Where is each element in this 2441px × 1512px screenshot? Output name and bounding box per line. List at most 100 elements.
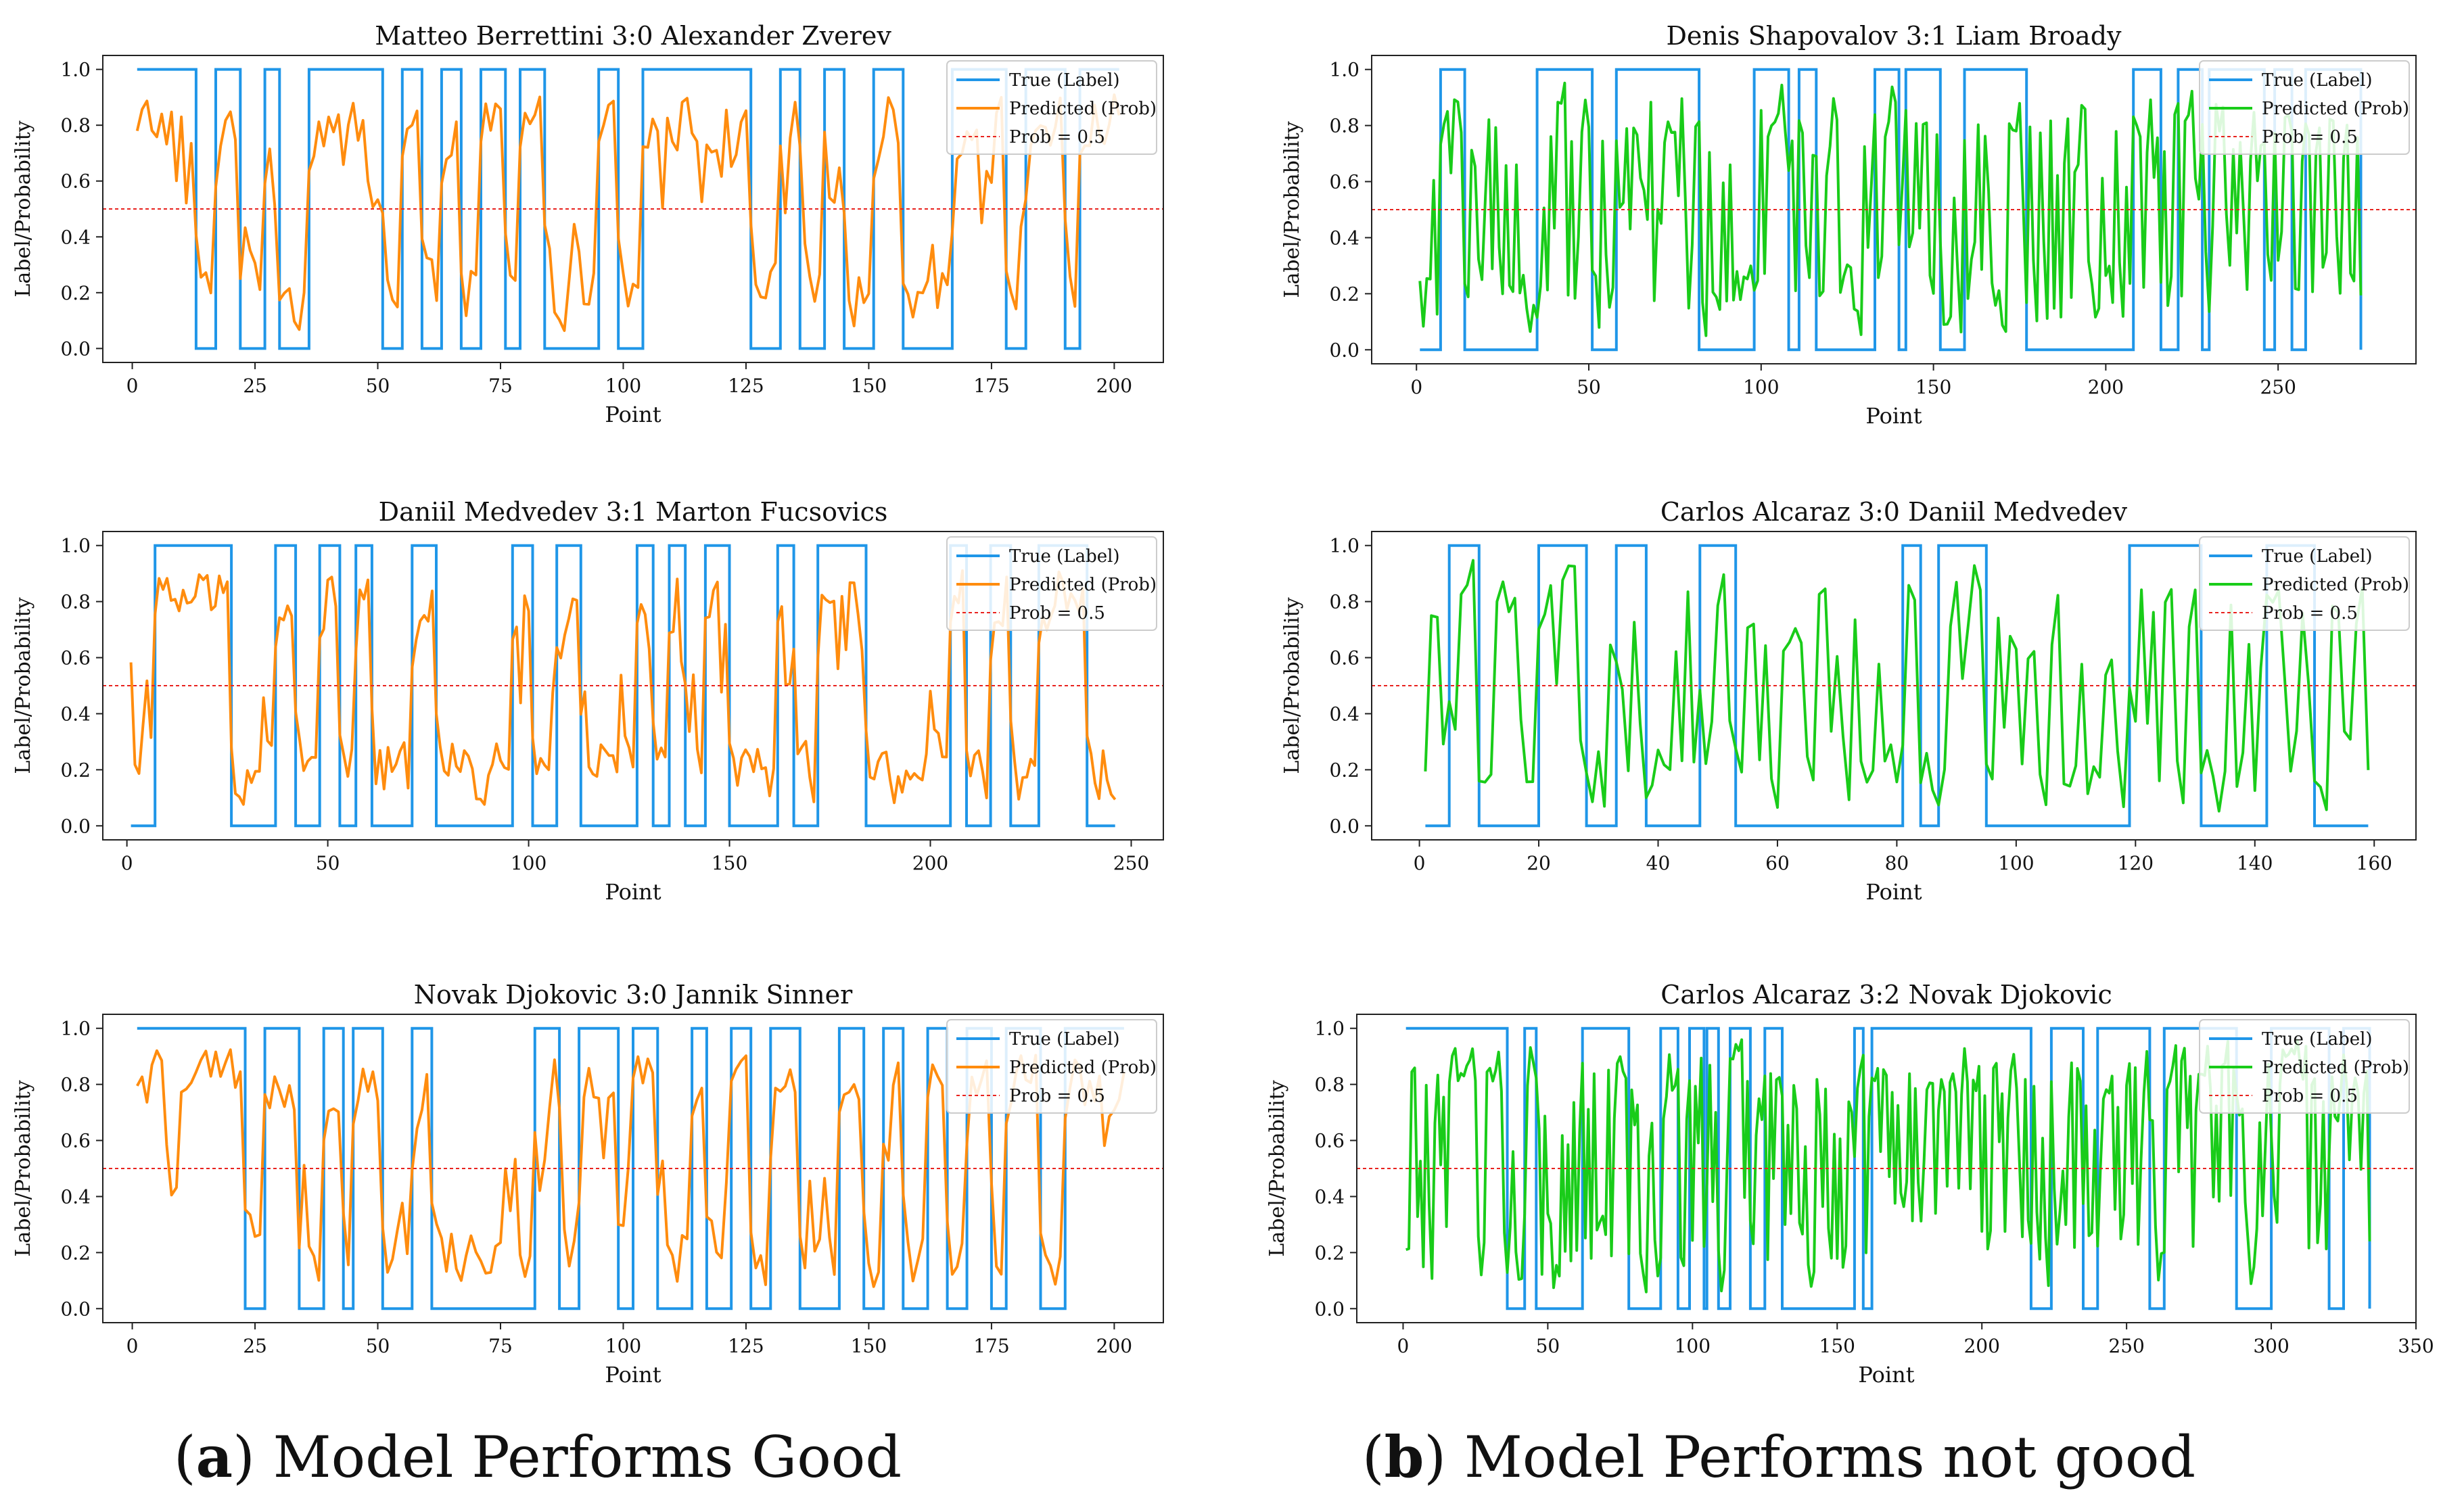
x-tick-label: 100: [1998, 852, 2034, 874]
x-tick-label: 150: [1819, 1335, 1855, 1357]
x-tick-label: 160: [2356, 852, 2392, 874]
x-tick-label: 250: [1113, 852, 1149, 874]
plot-frame: [102, 1014, 1164, 1323]
x-axis-label: Point: [605, 402, 661, 427]
x-tick-label: 50: [1536, 1335, 1560, 1357]
x-tick-label: 50: [366, 1335, 390, 1357]
y-tick-label: 1.0: [1329, 535, 1359, 557]
x-tick-label: 40: [1646, 852, 1671, 874]
legend: True (Label) Predicted (Prob) Prob = 0.5: [2199, 60, 2410, 155]
legend-entry: True (Label): [2262, 546, 2373, 567]
plot-frame: [102, 55, 1164, 363]
legend-entry: True (Label): [1009, 1029, 1120, 1049]
x-tick-label: 100: [511, 852, 547, 874]
x-tick-label: 200: [1963, 1335, 1999, 1357]
series-true-label: [137, 68, 1119, 350]
y-tick-label: 0.2: [1329, 759, 1359, 781]
y-tick-label: 1.0: [60, 535, 91, 557]
x-tick-label: 50: [316, 852, 340, 874]
series-predicted-prob: [1418, 81, 2363, 337]
chart-panel-b-bot: Carlos Alcaraz 3:2 Novak Djokovic 0 50 100 1…: [1265, 980, 2434, 1388]
legend: True (Label) Predicted (Prob) Prob = 0.5: [2199, 1019, 2410, 1114]
chart-title: Novak Djokovic 3:0 Jannik Sinner: [414, 980, 853, 1010]
y-tick-label: 0.0: [1329, 815, 1359, 837]
legend-box: [946, 60, 1157, 155]
legend-entry: Prob = 0.5: [2262, 127, 2358, 147]
plot-frame: [1371, 531, 2417, 841]
x-tick-label: 200: [1096, 1335, 1132, 1357]
y-tick-label: 0.2: [1329, 283, 1359, 305]
legend-entry: Prob = 0.5: [1009, 603, 1105, 623]
x-tick-label: 150: [851, 375, 887, 397]
legend-entry: Prob = 0.5: [2262, 1086, 2358, 1106]
x-tick-label: 200: [912, 852, 948, 874]
x-tick-label: 50: [1577, 376, 1601, 398]
x-tick-label: 100: [605, 375, 641, 397]
y-tick-label: 1.0: [60, 1018, 91, 1040]
x-axis-label: Point: [1865, 879, 1922, 905]
legend-entry: True (Label): [2262, 1029, 2373, 1049]
y-tick-label: 0.8: [1314, 1074, 1345, 1096]
caption-b: (b) Model Performs not good: [1362, 1423, 2196, 1490]
y-tick-label: 0.0: [60, 815, 91, 837]
y-tick-label: 0.2: [1314, 1242, 1345, 1264]
caption-b-letter: b: [1384, 1423, 1424, 1490]
y-tick-label: 0.4: [60, 703, 91, 725]
y-tick-label: 0.0: [60, 1298, 91, 1320]
legend-entry: True (Label): [2262, 70, 2373, 91]
y-tick-label: 0.2: [60, 282, 91, 304]
y-tick-label: 0.4: [1329, 703, 1359, 725]
legend: True (Label) Predicted (Prob) Prob = 0.5: [2199, 536, 2410, 631]
y-tick-label: 0.0: [1329, 339, 1359, 361]
x-tick-label: 60: [1765, 852, 1790, 874]
y-tick-label: 1.0: [60, 59, 91, 81]
x-tick-label: 300: [2253, 1335, 2289, 1357]
x-tick-label: 0: [1410, 376, 1422, 398]
y-tick-label: 0.4: [1314, 1185, 1345, 1208]
chart-panel-a-bot: Novak Djokovic 3:0 Jannik Sinner 0 25 50 75 1…: [11, 980, 1164, 1388]
plot-frame: [102, 531, 1164, 841]
legend-box: [2199, 60, 2410, 155]
x-tick-label: 25: [243, 375, 267, 397]
chart-title: Daniil Medvedev 3:1 Marton Fucsovics: [379, 497, 888, 527]
x-tick-label: 125: [728, 1335, 764, 1357]
legend-entry: Predicted (Prob): [2262, 575, 2409, 595]
chart-title: Carlos Alcaraz 3:2 Novak Djokovic: [1660, 980, 2112, 1010]
legend-entry: Predicted (Prob): [1009, 99, 1157, 119]
legend-box: [946, 536, 1157, 631]
x-tick-label: 175: [973, 375, 1009, 397]
series-predicted-prob: [136, 1048, 1125, 1288]
x-tick-label: 125: [728, 375, 764, 397]
x-axis-label: Point: [1858, 1362, 1914, 1388]
y-axis-label: Label/Probability: [11, 597, 35, 774]
x-tick-label: 250: [2108, 1335, 2144, 1357]
series-true-label: [1425, 544, 2369, 828]
x-tick-label: 75: [488, 375, 513, 397]
caption-b-text: Model Performs not good: [1446, 1424, 2196, 1490]
x-tick-label: 50: [366, 375, 390, 397]
x-tick-label: 150: [1915, 376, 1951, 398]
y-tick-label: 0.6: [1329, 647, 1359, 669]
x-tick-label: 75: [488, 1335, 513, 1357]
x-tick-label: 0: [1414, 852, 1426, 874]
x-axis-label: Point: [605, 1362, 661, 1388]
x-tick-label: 350: [2398, 1335, 2434, 1357]
x-tick-label: 250: [2260, 376, 2296, 398]
x-tick-label: 140: [2237, 852, 2273, 874]
y-tick-label: 0.6: [60, 647, 91, 669]
y-axis-label: Label/Probability: [1280, 121, 1304, 298]
legend-box: [2199, 536, 2410, 631]
x-tick-label: 200: [1096, 375, 1132, 397]
legend-box: [2199, 1019, 2410, 1114]
y-tick-label: 0.4: [60, 226, 91, 248]
y-axis-label: Label/Probability: [11, 120, 35, 297]
x-tick-label: 100: [1743, 376, 1779, 398]
x-tick-label: 80: [1885, 852, 1909, 874]
x-tick-label: 0: [126, 375, 139, 397]
caption-a-letter: a: [195, 1423, 233, 1490]
x-tick-label: 175: [973, 1335, 1009, 1357]
y-tick-label: 0.8: [60, 591, 91, 613]
caption-a-text: Model Performs Good: [254, 1424, 902, 1490]
legend-entry: Prob = 0.5: [1009, 1086, 1105, 1106]
y-tick-label: 1.0: [1314, 1018, 1345, 1040]
